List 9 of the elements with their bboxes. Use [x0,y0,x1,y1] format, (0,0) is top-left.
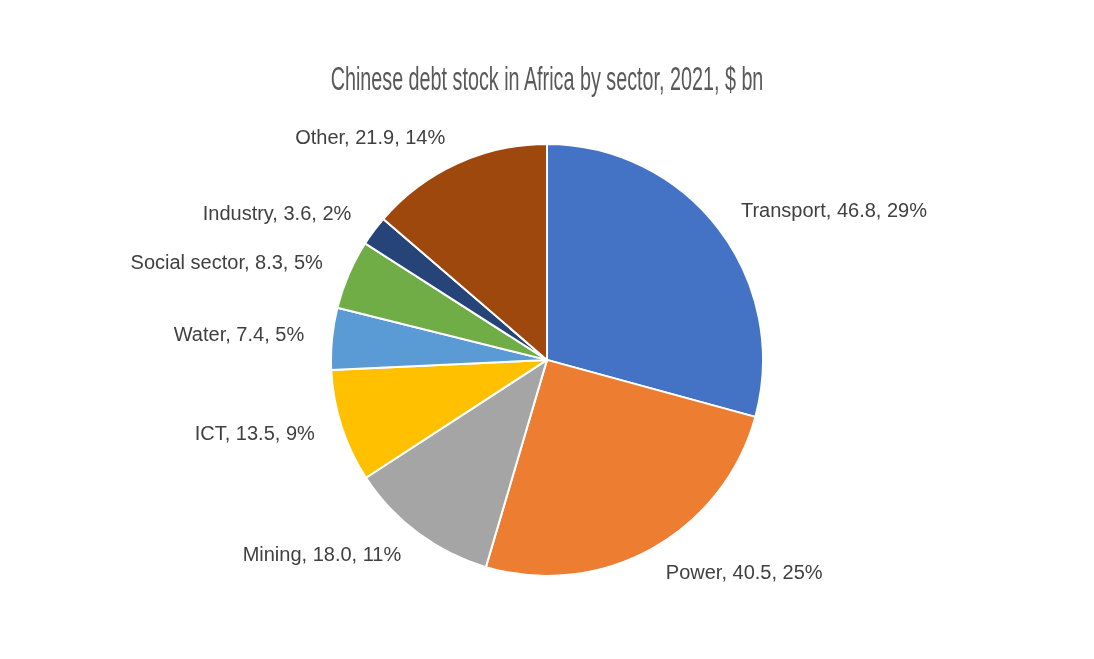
slice-label: Other, 21.9, 14% [295,125,446,148]
slice-label: Transport, 46.8, 29% [740,199,928,222]
slice-label: Water, 7.4, 5% [173,323,305,346]
slice-label: Power, 40.5, 25% [665,560,823,583]
chart-title: Chinese debt stock in Africa by sector, 2021, $ bn [330,59,764,98]
slice-label: Industry, 3.6, 2% [202,201,352,224]
slice-label: Social sector, 8.3, 5% [130,250,324,273]
slice-label: Mining, 18.0, 11% [242,543,402,566]
slice-label: ICT, 13.5, 9% [194,422,316,445]
